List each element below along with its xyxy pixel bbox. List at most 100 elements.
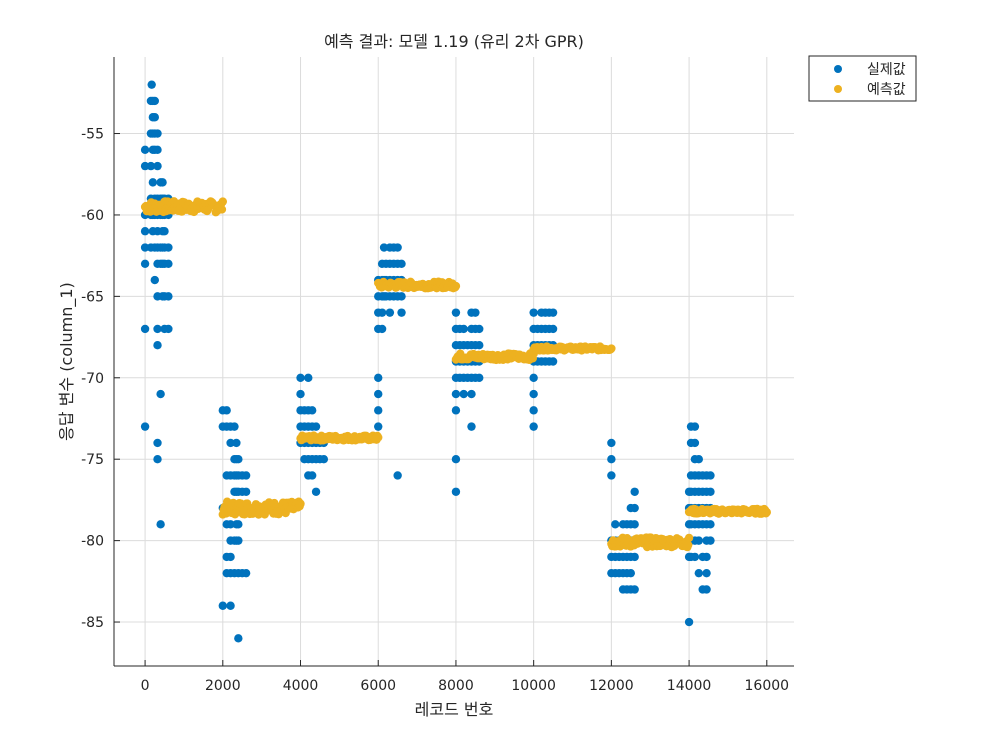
chart-title: 예측 결과: 모델 1.19 (유리 2차 GPR) [324, 32, 584, 51]
actual-point [607, 438, 616, 448]
x-axis-title: 레코드 번호 [415, 700, 494, 719]
actual-point [611, 520, 620, 529]
actual-point [471, 308, 480, 317]
actual-point [230, 422, 239, 431]
actual-point [379, 243, 389, 252]
actual-point [690, 438, 700, 448]
actual-point [319, 455, 329, 464]
predicted-point [374, 433, 383, 442]
actual-point [397, 292, 406, 301]
actual-point [607, 471, 616, 480]
y-tick-label: -70 [81, 371, 104, 387]
actual-point [706, 471, 715, 480]
x-tick-label: 10000 [511, 678, 556, 694]
actual-point [148, 178, 158, 187]
actual-point [694, 536, 703, 545]
actual-point [153, 438, 162, 448]
actual-point [226, 520, 235, 529]
y-tick-label: -80 [81, 534, 104, 550]
actual-point [234, 634, 243, 643]
actual-point [529, 308, 538, 317]
actual-point [296, 373, 305, 382]
actual-point [626, 568, 635, 578]
actual-point [706, 536, 715, 545]
actual-point [397, 259, 406, 268]
actual-point [529, 406, 538, 415]
y-tick-label: -75 [81, 452, 104, 468]
actual-point [702, 585, 711, 594]
actual-point [393, 243, 402, 252]
actual-point [706, 487, 715, 496]
actual-point [706, 520, 715, 529]
actual-point [304, 373, 313, 382]
actual-point [475, 324, 484, 334]
actual-point [164, 243, 173, 252]
actual-point [377, 324, 387, 334]
actual-point [459, 389, 468, 399]
actual-point [607, 455, 616, 464]
actual-point [241, 568, 251, 578]
actual-point [150, 113, 159, 122]
actual-point [529, 373, 538, 382]
x-tick-label: 0 [141, 678, 150, 694]
actual-point [153, 161, 162, 171]
predicted-point [684, 540, 693, 550]
actual-point [385, 308, 395, 317]
actual-point [451, 487, 461, 496]
predicted-point [296, 499, 305, 508]
actual-point [164, 292, 173, 301]
actual-point [684, 617, 694, 627]
actual-point [548, 308, 558, 317]
actual-point [690, 552, 700, 562]
actual-point [311, 487, 321, 496]
x-tick-label: 14000 [667, 678, 712, 694]
predicted-point [684, 533, 694, 543]
actual-point [226, 438, 235, 448]
actual-point [451, 389, 461, 399]
actual-point [374, 373, 383, 382]
actual-point [150, 96, 159, 106]
actual-point [232, 438, 241, 448]
actual-point [153, 145, 162, 155]
actual-point [311, 422, 321, 431]
legend-box [808, 55, 917, 102]
actual-point [475, 373, 484, 382]
legend-label-predicted: 예측값 [867, 82, 906, 98]
actual-point [529, 389, 538, 399]
axes [113, 57, 794, 667]
actual-point [694, 568, 703, 578]
y-axis-title: 응답 변수 (column_1) [57, 282, 77, 441]
predicted-point [451, 281, 461, 291]
actual-point [146, 161, 156, 171]
actual-point [630, 585, 639, 594]
actual-point [140, 161, 150, 171]
actual-point [702, 568, 711, 578]
actual-point [694, 455, 703, 464]
predicted-point [762, 507, 771, 517]
actual-point [140, 243, 150, 252]
actual-point [158, 178, 167, 187]
actual-point [156, 520, 165, 529]
x-tick-label: 12000 [589, 678, 634, 694]
actual-point [222, 406, 231, 415]
actual-point [702, 552, 711, 562]
actual-point [241, 471, 251, 480]
actual-point [140, 324, 150, 334]
x-tick-label: 4000 [283, 678, 319, 694]
legend: 실제값 예측값 [808, 55, 917, 102]
x-tick-label: 16000 [745, 678, 790, 694]
x-tick-label: 8000 [438, 678, 474, 694]
predicted-point [607, 344, 616, 353]
actual-point [548, 324, 558, 334]
y-tick-label: -55 [81, 127, 104, 143]
predicted-point [218, 197, 227, 206]
y-tick-labels: -85 -80 -75 -70 -65 -60 -55 [81, 127, 104, 632]
legend-label-actual: 실제값 [867, 62, 906, 78]
actual-point [529, 422, 538, 431]
actual-point [140, 259, 150, 268]
legend-marker-actual [834, 65, 842, 73]
actual-point [153, 324, 162, 334]
x-tick-label: 2000 [205, 678, 241, 694]
actual-point [451, 308, 461, 317]
